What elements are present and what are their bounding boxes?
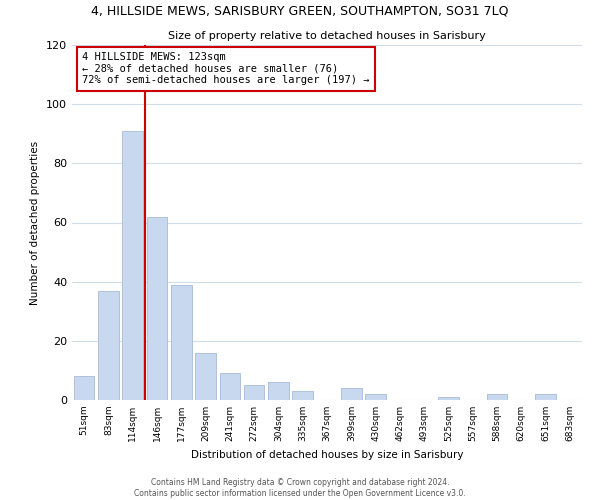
Text: Contains HM Land Registry data © Crown copyright and database right 2024.
Contai: Contains HM Land Registry data © Crown c…: [134, 478, 466, 498]
X-axis label: Distribution of detached houses by size in Sarisbury: Distribution of detached houses by size …: [191, 450, 463, 460]
Bar: [171, 284, 191, 400]
Bar: [195, 352, 216, 400]
Bar: [292, 391, 313, 400]
Bar: [122, 131, 143, 400]
Bar: [244, 385, 265, 400]
Y-axis label: Number of detached properties: Number of detached properties: [31, 140, 40, 304]
Bar: [268, 382, 289, 400]
Bar: [220, 374, 240, 400]
Bar: [146, 216, 167, 400]
Bar: [487, 394, 508, 400]
Bar: [74, 376, 94, 400]
Title: Size of property relative to detached houses in Sarisbury: Size of property relative to detached ho…: [168, 32, 486, 42]
Bar: [535, 394, 556, 400]
Bar: [438, 397, 459, 400]
Bar: [365, 394, 386, 400]
Bar: [98, 290, 119, 400]
Text: 4, HILLSIDE MEWS, SARISBURY GREEN, SOUTHAMPTON, SO31 7LQ: 4, HILLSIDE MEWS, SARISBURY GREEN, SOUTH…: [91, 5, 509, 18]
Text: 4 HILLSIDE MEWS: 123sqm
← 28% of detached houses are smaller (76)
72% of semi-de: 4 HILLSIDE MEWS: 123sqm ← 28% of detache…: [82, 52, 370, 86]
Bar: [341, 388, 362, 400]
